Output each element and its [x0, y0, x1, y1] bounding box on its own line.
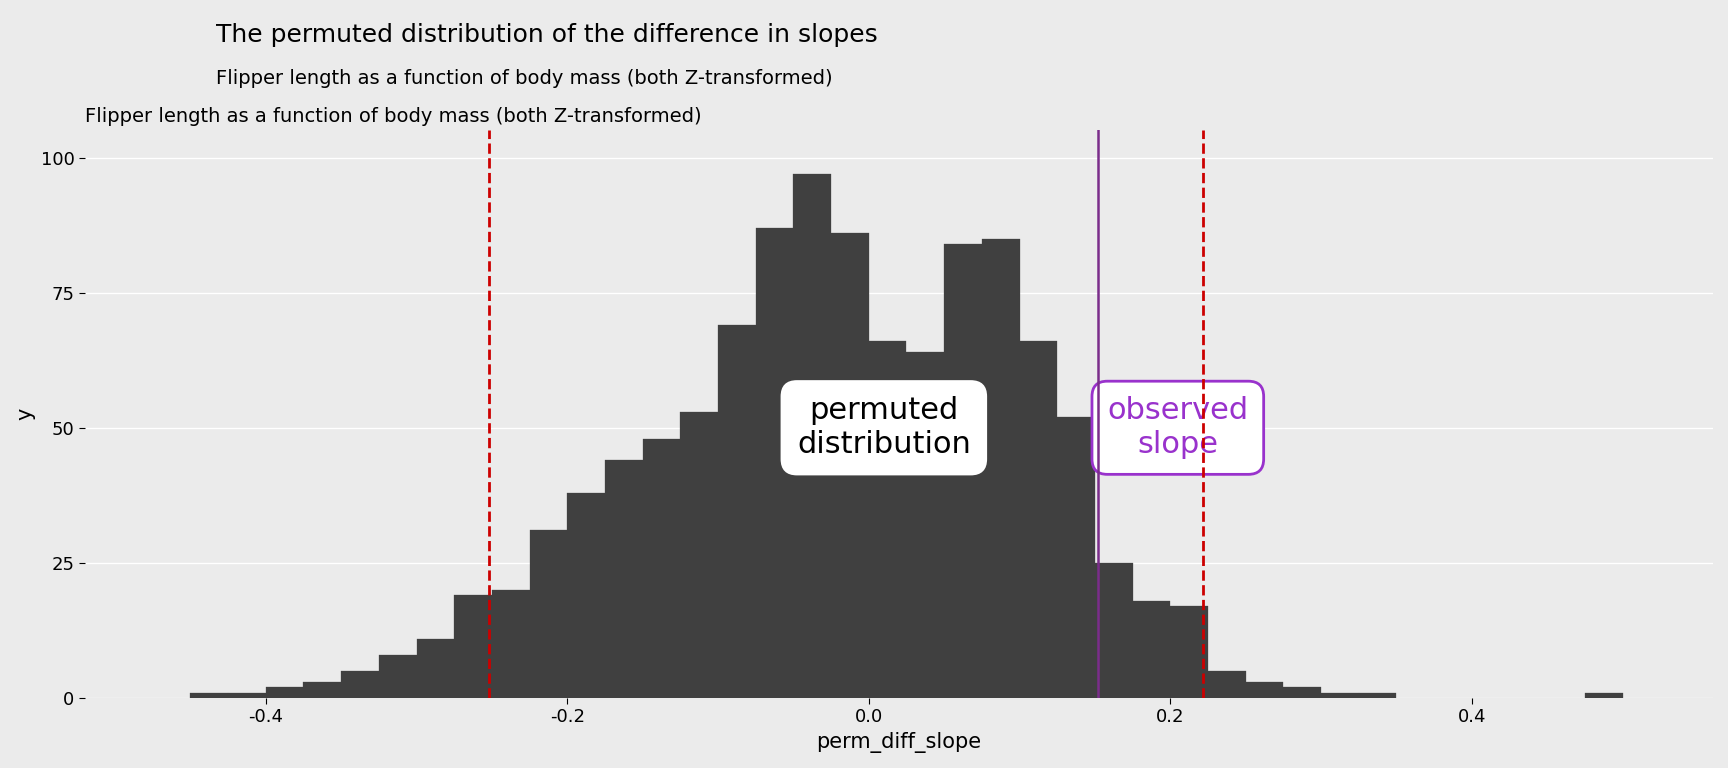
Bar: [719, 325, 755, 698]
Bar: [304, 682, 340, 698]
Bar: [340, 671, 378, 698]
Bar: [1208, 671, 1246, 698]
Bar: [1585, 693, 1623, 698]
Bar: [1020, 341, 1058, 698]
Bar: [1170, 606, 1208, 698]
Bar: [228, 693, 266, 698]
Bar: [1058, 417, 1096, 698]
Text: observed
slope: observed slope: [1108, 396, 1248, 459]
Bar: [190, 693, 228, 698]
Bar: [378, 655, 416, 698]
Text: permuted
distribution: permuted distribution: [797, 396, 971, 459]
Bar: [643, 439, 681, 698]
Bar: [943, 244, 982, 698]
Bar: [681, 412, 719, 698]
Bar: [1132, 601, 1170, 698]
Bar: [492, 590, 529, 698]
Bar: [831, 233, 869, 698]
Bar: [1246, 682, 1284, 698]
Bar: [529, 531, 567, 698]
Bar: [1358, 693, 1396, 698]
Bar: [755, 228, 793, 698]
Y-axis label: y: y: [16, 408, 35, 420]
Text: Flipper length as a function of body mass (both Z-transformed): Flipper length as a function of body mas…: [216, 69, 833, 88]
Bar: [454, 595, 492, 698]
Bar: [793, 174, 831, 698]
Bar: [982, 239, 1020, 698]
Bar: [1320, 693, 1358, 698]
Text: The permuted distribution of the difference in slopes: The permuted distribution of the differe…: [216, 23, 878, 47]
Bar: [1284, 687, 1320, 698]
Bar: [416, 638, 454, 698]
Text: Flipper length as a function of body mass (both Z-transformed): Flipper length as a function of body mas…: [85, 108, 702, 126]
Bar: [869, 341, 907, 698]
Bar: [907, 352, 943, 698]
Bar: [266, 687, 304, 698]
Bar: [567, 492, 605, 698]
Bar: [605, 460, 643, 698]
X-axis label: perm_diff_slope: perm_diff_slope: [816, 732, 982, 753]
Bar: [1096, 563, 1132, 698]
